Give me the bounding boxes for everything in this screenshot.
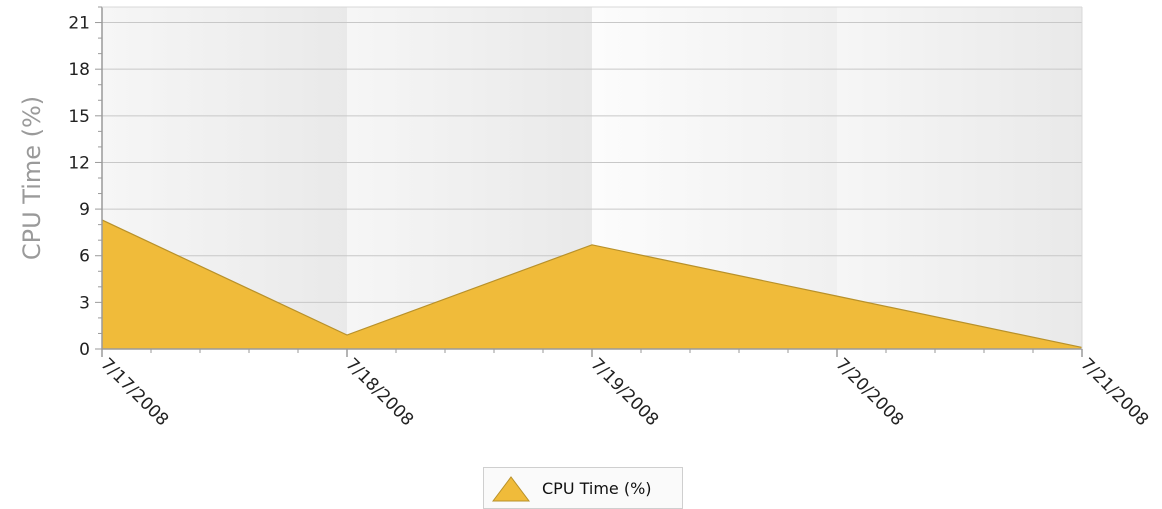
x-tick-label: 7/20/2008 — [831, 354, 907, 430]
y-tick-label: 12 — [68, 153, 90, 173]
y-tick-label: 9 — [79, 200, 90, 220]
y-tick-label: 0 — [79, 340, 90, 360]
plot-band — [837, 7, 1082, 349]
x-tick-label: 7/18/2008 — [341, 354, 417, 430]
legend-label: CPU Time (%) — [542, 478, 652, 498]
legend: CPU Time (%) — [483, 467, 683, 509]
y-tick-label: 18 — [68, 60, 90, 80]
legend-area-swatch-icon — [492, 476, 530, 502]
y-tick-label: 6 — [79, 247, 90, 267]
x-tick-label: 7/17/2008 — [96, 354, 172, 430]
y-tick-label: 15 — [68, 107, 90, 127]
y-tick-label: 21 — [68, 14, 90, 34]
y-tick-label: 3 — [79, 293, 90, 313]
chart-svg: 0 3 6 9 12 15 18 21 7/17/2008 7/18/2008 7/19/2008… — [18, 6, 1152, 430]
x-tick-label: 7/19/2008 — [586, 354, 662, 430]
x-tick-label: 7/21/2008 — [1076, 354, 1152, 430]
area-series-fill — [102, 219, 1082, 349]
y-axis-title: CPU Time (%) — [18, 96, 46, 260]
